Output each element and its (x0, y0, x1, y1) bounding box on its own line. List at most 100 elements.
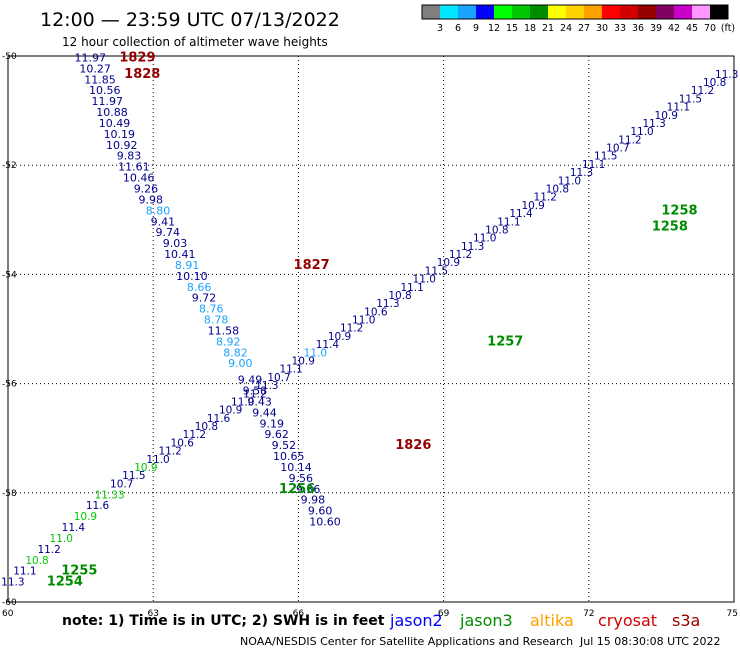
pass-time-label: 1257 (487, 334, 523, 349)
swh-value-diagonal: 11.2 (243, 388, 266, 400)
swh-value-diagonal: 11.2 (691, 85, 714, 97)
swh-value-diagonal: 11.3 (376, 298, 399, 310)
swh-value-descending: 10.41 (164, 248, 196, 261)
pass-time-label: 1254 (47, 575, 83, 590)
swh-value-descending: 10.65 (273, 450, 305, 463)
swh-value-descending: 9.62 (264, 428, 289, 441)
swh-value-descending: 9.44 (252, 406, 277, 419)
satellite-name: altika (530, 611, 574, 630)
swh-value-diagonal: 11.4 (509, 208, 533, 220)
swh-value-descending: 8.92 (216, 335, 241, 348)
legend-label: 27 (578, 23, 590, 34)
swh-value-descending: 10.14 (280, 461, 312, 474)
legend-swatch (530, 5, 548, 19)
legend-swatch (548, 5, 566, 19)
pass-time-label: 1256 (279, 482, 315, 497)
swh-value-descending: 9.00 (228, 357, 253, 370)
lon-tick-label: 66 (293, 609, 305, 619)
swh-value-diagonal: 11.3 (570, 167, 593, 179)
lon-tick-label: 75 (727, 609, 738, 619)
swh-value-diagonal: 10.9 (219, 405, 242, 417)
legend-swatch (674, 5, 692, 19)
swh-value-diagonal: 11.2 (37, 544, 60, 556)
legend-swatch (422, 5, 440, 19)
swh-value-diagonal: 11.3 (1, 577, 24, 589)
legend-label: 70 (704, 23, 716, 34)
swh-value-diagonal: 11.0 (231, 396, 254, 408)
map-subtitle: 12 hour collection of altimeter wave hei… (62, 35, 328, 49)
legend-label: 21 (542, 23, 554, 34)
map-frame (7, 55, 735, 603)
swh-value-descending: 9.36 (296, 483, 321, 496)
legend-swatch (710, 5, 728, 19)
swh-value-diagonal: 11.3 (255, 380, 278, 392)
swh-value-descending: 10.88 (96, 106, 128, 119)
pass-time-label: 1258 (661, 203, 697, 218)
swh-value-diagonal: 10.9 (655, 110, 678, 122)
swh-value-descending: 9.58 (243, 385, 268, 398)
swh-value-descending: 10.56 (89, 84, 121, 97)
swh-value-descending: 10.49 (99, 117, 131, 130)
footer-timestamp: Jul 15 08:30:08 UTC 2022 (579, 635, 720, 648)
legend-label: 39 (650, 23, 662, 34)
swh-value-diagonal: 11.5 (122, 470, 145, 482)
swh-value-descending: 11.97 (75, 51, 107, 64)
swh-value-diagonal: 10.6 (171, 437, 195, 449)
swh-value-diagonal: 11.5 (594, 151, 617, 163)
swh-value-diagonal: 11.2 (340, 323, 363, 335)
legend-label: 3 (437, 23, 443, 34)
swh-value-diagonal: 10.6 (364, 306, 388, 318)
swh-value-diagonal: 11.5 (679, 93, 702, 105)
legend-swatch (566, 5, 584, 19)
swh-value-descending: 8.80 (146, 204, 171, 217)
satellite-name: cryosat (598, 611, 657, 630)
swh-value-diagonal: 10.7 (606, 143, 629, 155)
swh-value-descending: 8.78 (204, 314, 229, 327)
swh-value-descending: 10.19 (104, 128, 136, 141)
legend-label: 30 (596, 23, 608, 34)
swh-value-diagonal: 11.0 (304, 347, 327, 359)
swh-value-descending: 9.60 (308, 505, 333, 518)
lon-tick-label: 60 (2, 609, 14, 619)
swh-value-diagonal: 11.2 (618, 134, 641, 146)
swh-value-diagonal: 11.0 (473, 233, 496, 245)
swh-value-diagonal: 11.0 (50, 533, 73, 545)
legend-label: 45 (686, 23, 698, 34)
swh-value-descending: 9.19 (260, 417, 285, 430)
swh-value-descending: 8.66 (187, 281, 212, 294)
swh-value-diagonal: 10.9 (437, 257, 460, 269)
legend-swatch (584, 5, 602, 19)
swh-value-diagonal: 11.1 (279, 364, 302, 376)
lon-tick-label: 69 (438, 609, 450, 619)
legend-label: 15 (506, 23, 518, 34)
swh-value-descending: 8.91 (175, 259, 200, 272)
swh-value-diagonal: 11.2 (534, 192, 557, 204)
lat-tick-label: -50 (2, 52, 17, 62)
swh-value-diagonal: 10.7 (110, 478, 133, 490)
legend-label: 12 (488, 23, 500, 34)
swh-value-descending: 9.03 (163, 237, 188, 250)
swh-value-diagonal: 11.0 (352, 315, 375, 327)
swh-value-diagonal: 10.9 (292, 355, 315, 367)
legend-swatch (458, 5, 476, 19)
swh-color-legend: 3 6 9 12 15 18 21 24 27 30 33 36 39 42 45 70 (ft) (421, 4, 735, 34)
swh-value-diagonal: 10.8 (25, 555, 48, 567)
lat-tick-label: -60 (2, 598, 17, 608)
swh-value-diagonal: 11.4 (316, 339, 340, 351)
swh-value-diagonal: 10.8 (703, 77, 726, 89)
footer-credit: NOAA/NESDIS Center for Satellite Applica… (240, 635, 573, 648)
swh-value-descending: 11.61 (118, 161, 150, 174)
legend-label: 9 (473, 23, 479, 34)
satellite-name: jason3 (459, 611, 513, 630)
swh-value-diagonal: 10.8 (485, 224, 508, 236)
swh-value-descending: 9.41 (151, 215, 176, 228)
legend-label: 18 (524, 23, 536, 34)
pass-time-label: 1829 (119, 50, 155, 65)
swh-value-descending: 11.58 (208, 324, 240, 337)
legend-swatch (638, 5, 656, 19)
swh-value-diagonal: 11.0 (146, 454, 169, 466)
swh-value-diagonal: 11.4 (62, 522, 86, 534)
swh-value-diagonal: 11.1 (497, 216, 520, 228)
